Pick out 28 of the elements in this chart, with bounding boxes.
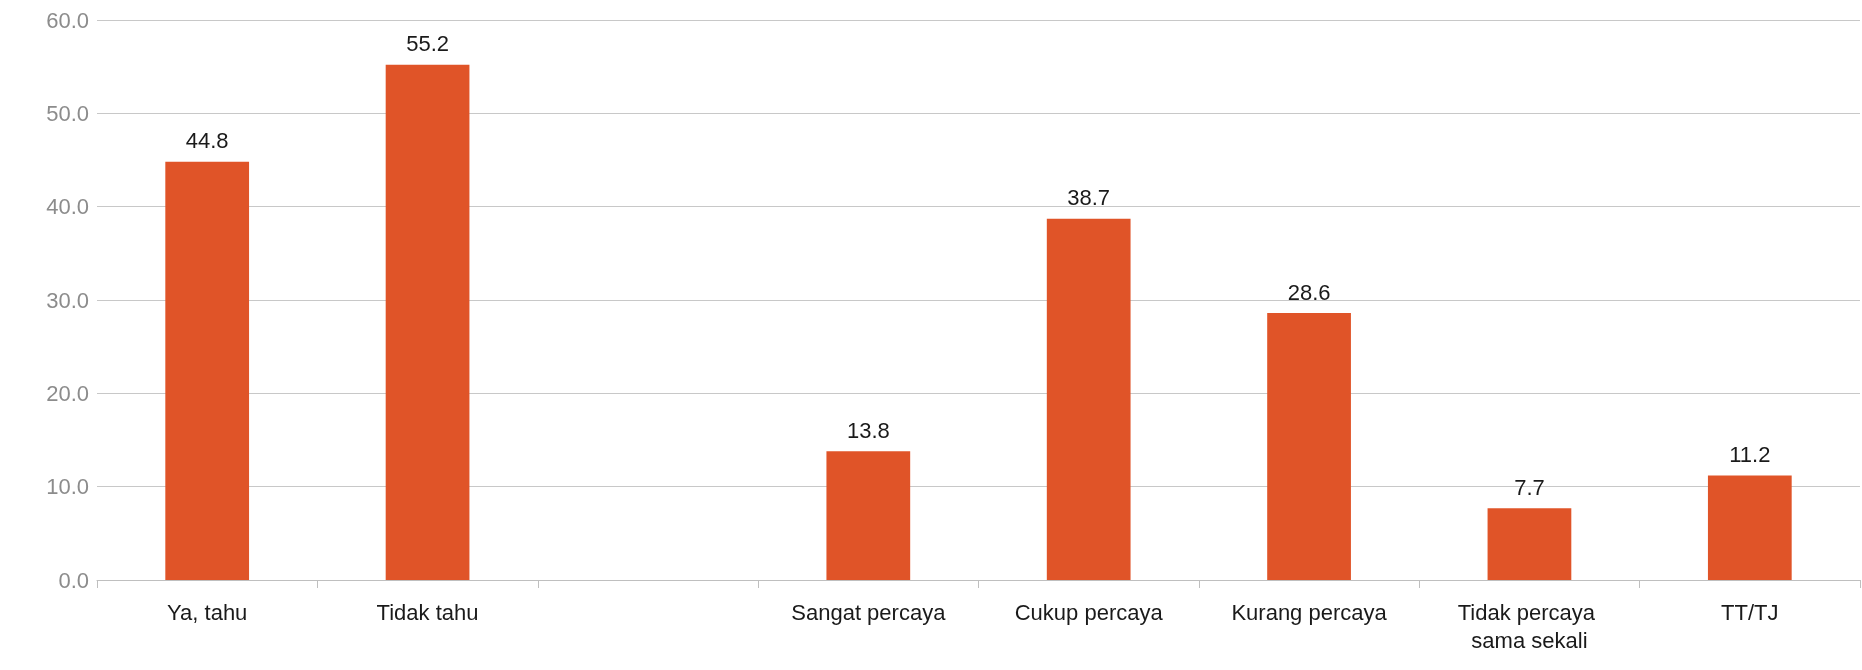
x-tick-label: Tidak percaya sama sekali (1457, 599, 1602, 653)
data-label: 13.8 (846, 417, 890, 443)
data-label: 7.7 (1514, 474, 1545, 500)
x-tick-label: TT/TJ (1721, 599, 1779, 625)
bar (165, 161, 250, 580)
data-label: 11.2 (1729, 441, 1771, 467)
x-tick-label: Cukup percaya (1014, 599, 1164, 625)
y-tick-label: 40.0 (46, 194, 89, 220)
x-tick-label: Tidak tahu (376, 599, 479, 625)
data-label: 55.2 (406, 31, 449, 57)
y-tick-label: 20.0 (46, 380, 89, 406)
y-tick-label: 60.0 (46, 7, 89, 33)
x-tick-label: Sangat percaya (791, 599, 947, 625)
y-tick-label: 30.0 (46, 287, 89, 313)
bar (385, 64, 470, 580)
data-label: 44.8 (185, 128, 229, 154)
bar (1487, 508, 1572, 580)
bar (1046, 218, 1131, 580)
y-tick-label: 50.0 (46, 100, 89, 126)
data-label: 38.7 (1067, 185, 1111, 211)
bar (826, 451, 911, 580)
x-tick-label: Kurang percaya (1231, 599, 1388, 625)
y-tick-label: 10.0 (46, 474, 89, 500)
data-label: 28.6 (1287, 279, 1331, 305)
bar (1267, 313, 1351, 580)
bar (1707, 475, 1792, 580)
x-tick-label: Ya, tahu (167, 599, 248, 625)
y-tick-label: 0.0 (58, 567, 89, 593)
